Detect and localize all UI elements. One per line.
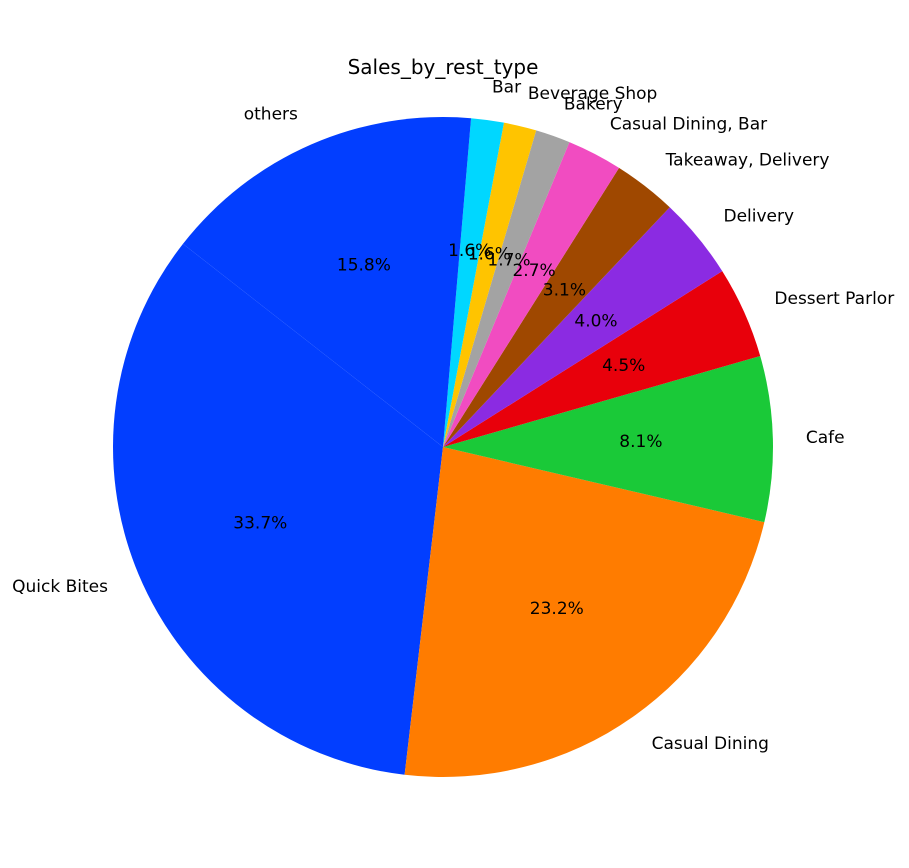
slice-label-delivery: Delivery <box>724 207 795 227</box>
pie-slices <box>113 117 773 778</box>
slice-label-others: others <box>244 104 298 124</box>
pie-slice-bakery <box>443 130 570 447</box>
pie-slice-others <box>182 117 472 448</box>
pie-slice-quick-bites <box>113 243 443 775</box>
pie-slice-cafe <box>443 356 773 523</box>
slice-label-quick-bites: Quick Bites <box>12 577 108 597</box>
chart-title: Sales_by_rest_type <box>348 55 539 79</box>
slice-label-bar: Bar <box>492 77 521 97</box>
slice-label-casual-dining-bar: Casual Dining, Bar <box>610 115 767 135</box>
slice-percent-bar: 1.6% <box>448 241 491 261</box>
pie-slice-casual-dining-bar <box>443 142 620 447</box>
pie-slice-casual-dining <box>404 447 765 778</box>
slice-percent-others: 15.8% <box>337 256 391 276</box>
slice-percent-cafe: 8.1% <box>619 432 662 452</box>
pie-slice-bar <box>443 118 504 447</box>
slice-label-cafe: Cafe <box>806 428 845 448</box>
slice-percent-labels: 33.7% 23.2% 8.1% 4.5% 4.0% 3.1%2.7%1.7%1.6%1.… <box>233 241 662 619</box>
slice-label-bakery: Bakery <box>564 95 623 115</box>
slice-percent-quick-bites: 33.7% <box>233 513 287 533</box>
slice-percent-delivery: 4.0% <box>574 311 617 331</box>
pie-slice-takeaway-delivery <box>443 167 670 447</box>
slice-percent-beverage-shop: 1.6% <box>468 245 511 265</box>
slice-label-dessert-parlor: Dessert Parlor <box>774 289 894 309</box>
slice-percent-dessert-parlor: 4.5% <box>602 356 645 376</box>
pie-slice-delivery <box>443 207 723 447</box>
slice-percent-casual-dining-bar: 2.7% <box>512 261 555 281</box>
slice-percent-bakery: 1.7% <box>487 250 530 270</box>
pie-slice-dessert-parlor <box>443 271 761 447</box>
slice-label-beverage-shop: Beverage Shop <box>528 84 657 104</box>
pie-slice-beverage-shop <box>443 122 537 448</box>
slice-percent-casual-dining: 23.2% <box>530 599 584 619</box>
slice-label-takeaway-delivery: Takeaway, Delivery <box>665 150 830 170</box>
slice-label-casual-dining: Casual Dining <box>652 734 769 754</box>
slice-percent-takeaway-delivery: 3.1% <box>543 281 586 301</box>
slice-labels: Quick Bites Casual Dining Cafe Dessert Parl… <box>12 77 894 754</box>
